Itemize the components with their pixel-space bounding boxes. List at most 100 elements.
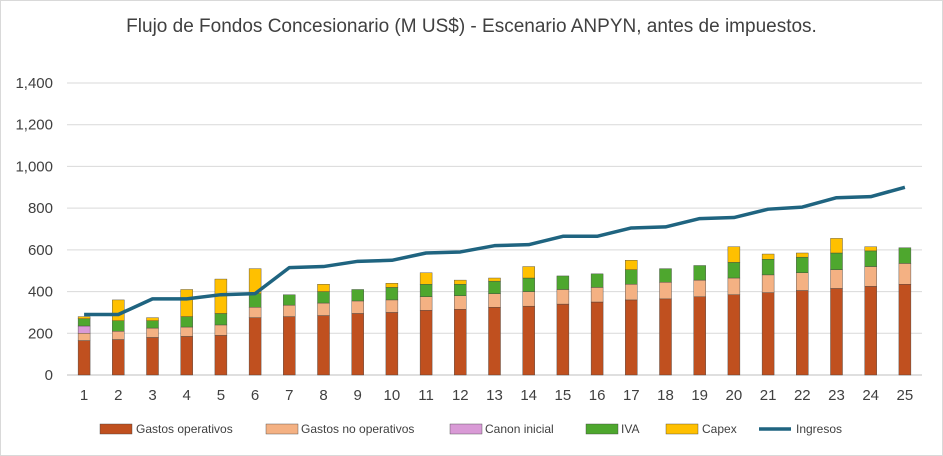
x-tick-label: 10 <box>384 387 401 404</box>
ingresos-line-layer <box>84 185 906 317</box>
bar-gastos-operativos <box>796 290 809 376</box>
x-tick-label: 19 <box>691 387 708 404</box>
x-tick-label: 2 <box>114 387 122 404</box>
y-tick-label: 1,000 <box>15 158 53 175</box>
x-tick-label: 6 <box>251 387 259 404</box>
bar-iva <box>385 287 399 301</box>
x-axis-ticks: 1 2 3 4 5 6 7 8 9 10 11 12 13 14 15 16 17 18 19 20 21 22 23 24 2… <box>80 387 913 404</box>
x-tick-label: 20 <box>726 387 743 404</box>
bar-capex <box>180 289 193 317</box>
bar-capex <box>77 316 91 319</box>
legend-swatch-capex <box>665 423 699 435</box>
bar-capex <box>727 246 741 263</box>
x-tick-label: 21 <box>760 387 777 404</box>
bar-capex <box>830 238 843 254</box>
bar-gastos-operativos <box>283 316 296 376</box>
bar-capex <box>112 299 125 321</box>
bar-capex <box>454 279 467 285</box>
bar-gastos-no-operativos <box>864 266 877 287</box>
bar-capex <box>419 272 433 285</box>
bar-gastos-operativos <box>214 335 228 376</box>
bar-iva <box>796 256 809 273</box>
bar-iva <box>830 252 843 270</box>
bar-gastos-operativos <box>317 315 330 376</box>
legend-swatch-gastos-no-operativos <box>265 423 299 435</box>
bar-gastos-no-operativos <box>556 289 570 305</box>
x-tick-label: 11 <box>418 387 434 404</box>
bar-canon-inicial <box>77 325 91 334</box>
legend-swatch-iva <box>585 423 619 435</box>
bar-gastos-no-operativos <box>898 263 912 285</box>
bar-iva <box>590 273 604 288</box>
bar-gastos-operativos <box>351 313 364 376</box>
legend-swatch-gastos-operativos <box>99 423 133 435</box>
legend: Gastos operativos Gastos no operativos Can… <box>99 422 842 436</box>
bar-gastos-no-operativos <box>796 272 809 291</box>
bar-gastos-no-operativos <box>625 284 638 301</box>
bar-gastos-operativos <box>556 303 570 376</box>
bar-iva <box>283 294 296 306</box>
bar-gastos-operativos <box>522 305 535 376</box>
bar-iva <box>77 318 91 327</box>
bar-gastos-operativos <box>761 292 775 376</box>
bar-iva <box>625 269 638 285</box>
x-tick-label: 3 <box>148 387 156 404</box>
bar-iva <box>864 250 877 267</box>
bar-capex <box>146 317 159 321</box>
bar-capex <box>625 260 638 270</box>
legend-swatch-canon-inicial <box>449 423 483 435</box>
bar-capex <box>864 246 877 252</box>
y-tick-label: 400 <box>28 284 53 301</box>
y-tick-label: 0 <box>45 367 53 384</box>
bar-gastos-operativos <box>248 317 262 376</box>
bar-gastos-operativos <box>146 337 159 376</box>
bar-gastos-no-operativos <box>77 333 91 341</box>
bar-capex <box>761 253 775 260</box>
bar-gastos-operativos <box>727 294 741 376</box>
bar-gastos-no-operativos <box>830 269 843 289</box>
legend-label-canon-inicial: Canon inicial <box>485 422 554 436</box>
legend-label-iva: IVA <box>621 422 639 436</box>
bar-capex <box>796 252 809 258</box>
bar-iva <box>556 275 570 290</box>
bar-capex <box>385 283 399 288</box>
x-tick-label: 4 <box>183 387 191 404</box>
bar-iva <box>180 316 193 328</box>
x-tick-label: 5 <box>217 387 225 404</box>
x-tick-label: 24 <box>862 387 879 404</box>
bar-gastos-no-operativos <box>112 331 125 340</box>
x-tick-label: 8 <box>319 387 327 404</box>
bar-iva <box>727 262 741 279</box>
bar-capex <box>488 277 501 282</box>
bar-iva <box>112 320 125 332</box>
legend-label-gastos-operativos: Gastos operativos <box>136 422 233 436</box>
bar-gastos-operativos <box>180 336 193 376</box>
bar-gastos-no-operativos <box>454 295 467 310</box>
bar-iva <box>522 277 535 292</box>
bar-gastos-no-operativos <box>385 299 399 313</box>
bar-gastos-operativos <box>112 339 125 376</box>
bar-gastos-operativos <box>830 288 843 376</box>
bar-gastos-no-operativos <box>522 291 535 307</box>
bar-gastos-operativos <box>419 310 433 376</box>
x-tick-label: 15 <box>555 387 572 404</box>
bar-iva <box>419 284 433 297</box>
legend-label-ingresos: Ingresos <box>796 422 842 436</box>
y-axis-ticks: 0 200 400 600 800 1,000 1,200 1,400 <box>15 75 53 384</box>
x-tick-label: 1 <box>80 387 88 404</box>
bar-gastos-operativos <box>590 301 604 376</box>
bar-gastos-operativos <box>693 296 706 376</box>
bar-gastos-operativos <box>659 298 672 376</box>
bar-iva <box>214 313 228 326</box>
bar-gastos-operativos <box>625 299 638 376</box>
bars <box>77 238 912 376</box>
bar-gastos-no-operativos <box>283 304 296 317</box>
x-tick-label: 18 <box>657 387 674 404</box>
x-tick-label: 9 <box>354 387 362 404</box>
bar-gastos-no-operativos <box>317 302 330 316</box>
bar-capex <box>317 284 330 292</box>
bar-gastos-no-operativos <box>761 274 775 293</box>
bar-gastos-operativos <box>488 307 501 376</box>
x-tick-label: 13 <box>486 387 503 404</box>
